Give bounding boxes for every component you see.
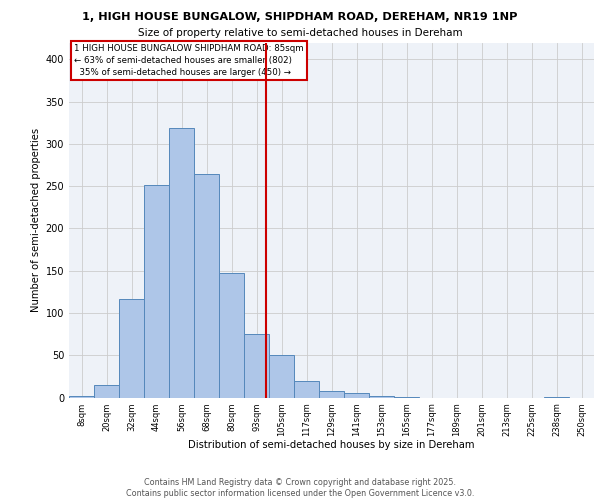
Bar — [169, 128, 194, 398]
Bar — [394, 396, 419, 398]
Bar — [94, 385, 119, 398]
Bar — [544, 396, 569, 398]
Bar — [144, 184, 169, 398]
Bar — [244, 334, 269, 398]
Bar — [119, 298, 144, 398]
Bar — [319, 390, 344, 398]
Text: Contains HM Land Registry data © Crown copyright and database right 2025.
Contai: Contains HM Land Registry data © Crown c… — [126, 478, 474, 498]
Bar — [269, 355, 294, 398]
Text: 1, HIGH HOUSE BUNGALOW, SHIPDHAM ROAD, DEREHAM, NR19 1NP: 1, HIGH HOUSE BUNGALOW, SHIPDHAM ROAD, D… — [82, 12, 518, 22]
Y-axis label: Number of semi-detached properties: Number of semi-detached properties — [31, 128, 41, 312]
Bar — [344, 394, 369, 398]
Bar — [369, 396, 394, 398]
Text: Size of property relative to semi-detached houses in Dereham: Size of property relative to semi-detach… — [137, 28, 463, 38]
Bar — [194, 174, 219, 398]
Bar — [294, 382, 319, 398]
Bar — [69, 396, 94, 398]
X-axis label: Distribution of semi-detached houses by size in Dereham: Distribution of semi-detached houses by … — [188, 440, 475, 450]
Bar — [219, 273, 244, 398]
Text: 1 HIGH HOUSE BUNGALOW SHIPDHAM ROAD: 85sqm
← 63% of semi-detached houses are sma: 1 HIGH HOUSE BUNGALOW SHIPDHAM ROAD: 85s… — [74, 44, 304, 77]
